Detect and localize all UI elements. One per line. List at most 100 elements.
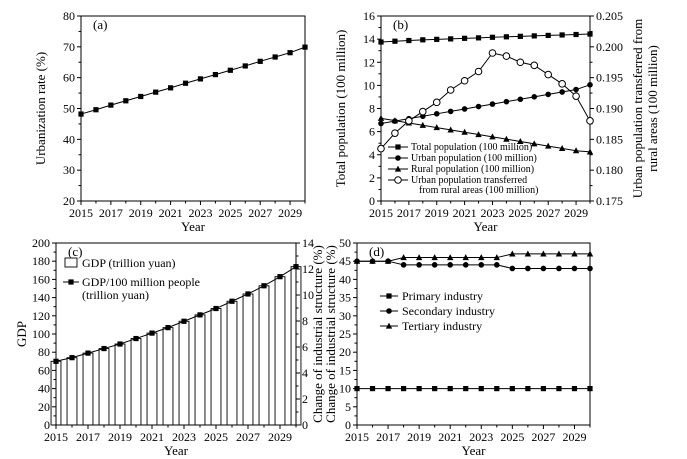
data-point-2021 <box>149 330 155 336</box>
y2-axis-label: Change of industrial structure (%) <box>310 245 325 423</box>
data-point-2019 <box>434 36 440 42</box>
y2-tick-label: 0.190 <box>596 102 623 116</box>
data-point-2026 <box>530 61 539 70</box>
bar-2017 <box>82 352 94 426</box>
data-point-2026 <box>525 265 531 272</box>
x-tick-label: 2025 <box>204 430 228 444</box>
y-tick-label: 8 <box>369 102 375 116</box>
data-point-2018 <box>101 345 107 352</box>
x-tick-label: 2019 <box>407 430 431 444</box>
data-point-2015 <box>354 386 360 392</box>
bar-2016 <box>66 357 78 426</box>
data-point-2025 <box>509 386 515 392</box>
bar-2023 <box>178 320 190 426</box>
data-point-2015 <box>377 144 385 153</box>
data-point-2026 <box>531 33 537 39</box>
series-line <box>357 253 590 262</box>
panel-label: (c) <box>68 244 82 259</box>
y2-tick-label: 0.175 <box>596 194 623 208</box>
data-point-2027 <box>545 142 552 149</box>
y-tick-label: 5 <box>345 400 351 414</box>
x-tick-label: 2019 <box>425 206 449 220</box>
data-point-2027 <box>544 70 553 79</box>
x-tick-label: 2023 <box>480 206 504 220</box>
chart-panel-2: 2015 2017 2019 2021 2023 2025 2027 2029 0 2 4 6 8 10 1… <box>333 9 660 234</box>
data-point-2029 <box>573 31 579 38</box>
x-tick-label: 2019 <box>108 430 132 444</box>
data-point-2028 <box>556 265 562 272</box>
data-point-2027 <box>540 265 547 272</box>
x-tick-label: 2021 <box>159 206 183 220</box>
y-tick-label: 0 <box>345 418 351 432</box>
data-point-2024 <box>197 312 203 318</box>
bar-2020 <box>130 338 142 426</box>
bar-2028 <box>258 285 270 426</box>
data-point-2025 <box>509 265 516 272</box>
data-point-2030 <box>587 265 593 272</box>
data-point-2017 <box>406 37 412 44</box>
y-tick-label: 200 <box>32 236 50 250</box>
data-point-2027 <box>257 58 263 64</box>
y2-tick-label: 0.195 <box>596 71 623 85</box>
x-tick-label: 2021 <box>453 206 477 220</box>
y-tick-label: 15 <box>339 363 351 377</box>
y-tick-label: 6 <box>369 125 375 139</box>
data-point-2016 <box>391 117 399 124</box>
data-point-2027 <box>545 32 551 39</box>
legend-label: GDP/100 million people <box>82 275 200 289</box>
y2-axis-label: Urban population transferred from <box>630 19 645 198</box>
data-point-2023 <box>478 262 485 268</box>
data-point-2026 <box>524 250 532 257</box>
x-tick-label: 2025 <box>508 206 532 220</box>
y-tick-label: 45 <box>339 254 351 268</box>
y2-tick-label: 0.205 <box>596 9 623 23</box>
data-point-2030 <box>293 264 299 270</box>
data-point-2028 <box>558 144 566 151</box>
data-point-2023 <box>489 34 496 40</box>
data-point-2017 <box>405 117 413 125</box>
data-point-2028 <box>555 250 563 257</box>
data-point-2017 <box>85 350 91 356</box>
bar-2027 <box>242 293 254 426</box>
data-point-2019 <box>117 341 123 347</box>
data-point-2018 <box>419 121 426 128</box>
legend-entry-2: Secondary industry <box>380 304 495 318</box>
data-point-2026 <box>531 94 538 100</box>
data-point-2025 <box>517 96 524 103</box>
y-axis-label: Total population (100 million) <box>333 30 348 188</box>
legend-marker <box>394 165 402 172</box>
data-point-2022 <box>462 254 469 261</box>
legend-entry-1: Total population (100 million) <box>388 142 532 153</box>
data-point-2026 <box>525 386 531 392</box>
x-tick-label: 2027 <box>531 430 555 444</box>
y2-tick-label: 8 <box>302 314 308 328</box>
legend-entry-1: GDP (trillion yuan) <box>64 256 176 270</box>
data-point-2020 <box>447 108 454 115</box>
legend-marker <box>386 308 392 314</box>
y2-tick-label: 0.180 <box>596 163 623 177</box>
data-point-2016 <box>391 129 399 137</box>
data-point-2023 <box>489 133 496 140</box>
series-2 <box>53 264 299 364</box>
plot-frame <box>356 242 591 426</box>
x-tick-label: 2027 <box>236 430 260 444</box>
y-tick-label: 0 <box>369 194 375 208</box>
data-point-2022 <box>182 80 189 86</box>
legend-marker <box>394 176 402 184</box>
data-point-2018 <box>400 262 407 268</box>
y-tick-label: 30 <box>339 309 351 323</box>
y-tick-label: 0 <box>44 418 50 432</box>
y-tick-label: 12 <box>363 55 375 69</box>
data-point-2029 <box>573 86 579 93</box>
chart-panel-4: 2015 2017 2019 2021 2023 2025 2027 202905101520… <box>323 236 594 458</box>
legend-label: Secondary industry <box>402 304 495 318</box>
legend-marker <box>385 322 393 329</box>
series-2 <box>354 258 593 272</box>
data-point-2022 <box>463 386 469 392</box>
data-point-2028 <box>558 80 566 88</box>
legend-label: Total population (100 million) <box>411 142 532 153</box>
legend-swatch <box>64 257 78 268</box>
y-tick-label: 40 <box>339 272 351 286</box>
y-tick-label: 40 <box>38 382 50 396</box>
